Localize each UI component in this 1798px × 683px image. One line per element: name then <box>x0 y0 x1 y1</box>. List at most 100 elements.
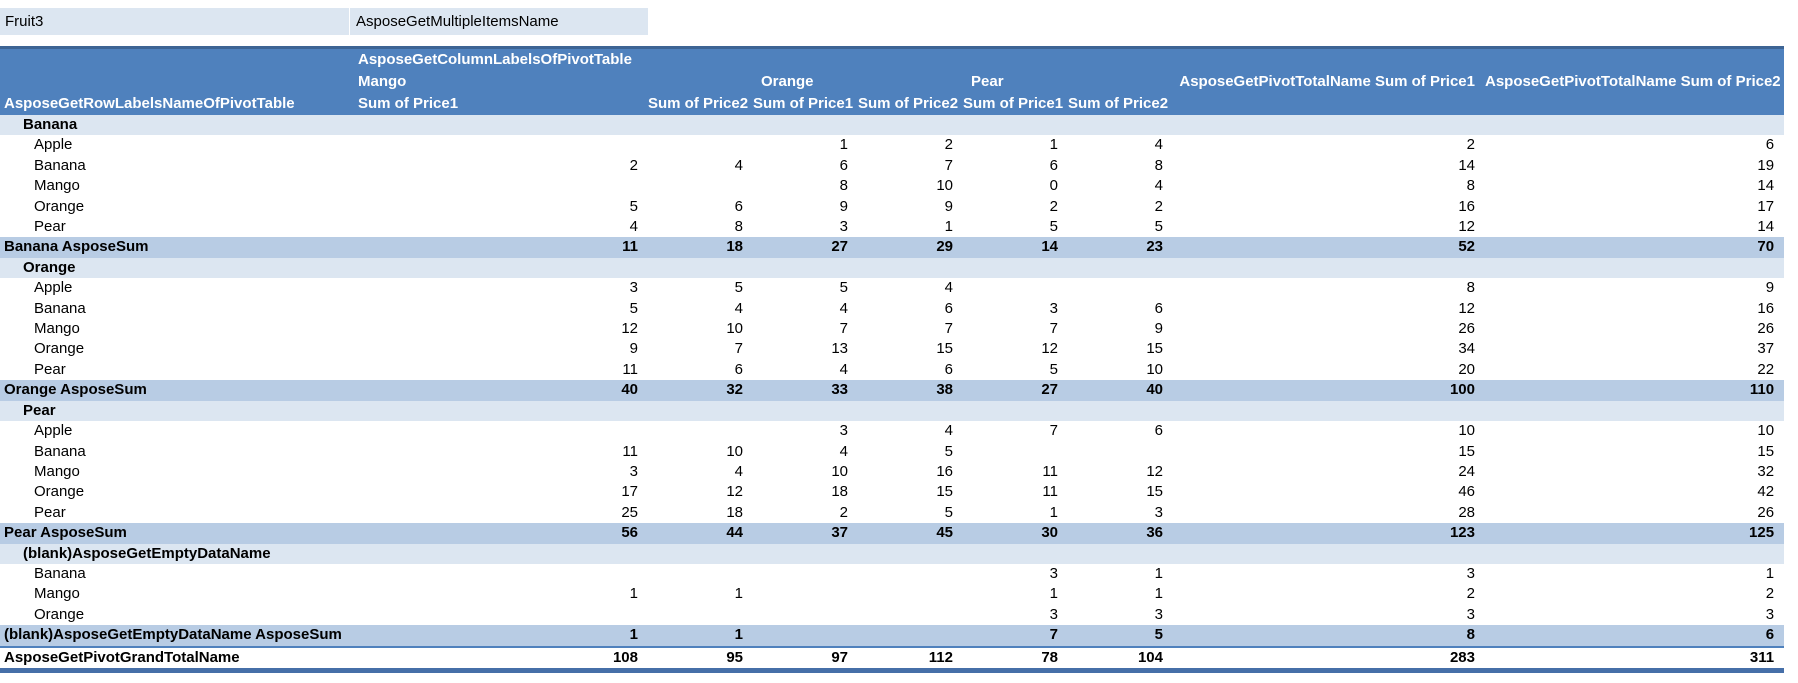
row-label[interactable]: Pear <box>0 400 350 422</box>
row-label[interactable]: Banana <box>0 115 350 136</box>
value-cell[interactable] <box>648 115 753 136</box>
row-label[interactable]: Pear <box>34 503 66 521</box>
row-label[interactable]: Mango <box>34 585 80 603</box>
value-cell[interactable]: 26 <box>1757 503 1775 521</box>
value-cell[interactable]: 4 <box>734 462 743 480</box>
value-cell[interactable]: 104 <box>1068 645 1173 673</box>
value-cell[interactable]: 17 <box>621 483 638 501</box>
value-cell[interactable]: 4 <box>839 442 848 460</box>
value-cell[interactable]: 32 <box>648 380 753 401</box>
value-cell[interactable]: 9 <box>629 340 638 358</box>
value-cell[interactable]: 3 <box>1154 503 1163 521</box>
value-cell[interactable]: 3 <box>1049 564 1058 582</box>
value-cell[interactable] <box>858 400 963 422</box>
value-cell[interactable] <box>350 605 648 625</box>
value-cell[interactable]: 6 <box>1154 422 1163 440</box>
row-labels-title[interactable]: AsposeGetRowLabelsNameOfPivotTable <box>0 93 350 115</box>
value-cell[interactable]: 42 <box>1757 483 1775 501</box>
value-cell[interactable]: 14 <box>1757 218 1775 236</box>
value-cell[interactable]: 3 <box>839 422 848 440</box>
value-cell[interactable] <box>753 257 858 279</box>
value-cell[interactable]: 3 <box>629 279 638 297</box>
value-cell[interactable] <box>858 625 963 647</box>
column-labels-title[interactable]: AsposeGetColumnLabelsOfPivotTable <box>350 49 1785 71</box>
value-cell[interactable]: 8 <box>734 218 743 236</box>
value-cell[interactable]: 4 <box>839 299 848 317</box>
value-cell[interactable] <box>1068 442 1173 462</box>
value-cell[interactable]: 283 <box>1173 645 1485 673</box>
value-cell[interactable]: 12 <box>621 320 638 338</box>
value-cell[interactable]: 108 <box>350 645 648 673</box>
value-cell[interactable]: 1 <box>734 585 743 603</box>
value-cell[interactable]: 3 <box>839 218 848 236</box>
value-cell[interactable]: 78 <box>963 645 1068 673</box>
column-group-mango[interactable]: Mango <box>350 71 648 93</box>
value-cell[interactable] <box>1173 400 1485 422</box>
value-cell[interactable]: 1 <box>944 218 953 236</box>
value-cell[interactable] <box>1068 543 1173 564</box>
value-header-orange-price1[interactable]: Sum of Price1 <box>753 93 858 115</box>
value-header-mango-price1[interactable]: Sum of Price1 <box>350 93 648 115</box>
value-cell[interactable]: 32 <box>1757 462 1775 480</box>
value-cell[interactable]: 125 <box>1485 523 1785 544</box>
value-cell[interactable] <box>858 564 963 584</box>
row-label[interactable]: (blank)AsposeGetEmptyDataName <box>0 543 350 564</box>
value-cell[interactable]: 14 <box>963 237 1068 258</box>
value-cell[interactable]: 112 <box>858 645 963 673</box>
value-cell[interactable]: 12 <box>1146 462 1163 480</box>
value-cell[interactable]: 10 <box>936 177 953 195</box>
value-cell[interactable]: 123 <box>1173 523 1485 544</box>
value-cell[interactable]: 18 <box>831 483 848 501</box>
value-cell[interactable]: 1 <box>1049 503 1058 521</box>
value-cell[interactable]: 29 <box>858 237 963 258</box>
column-group-pear[interactable]: Pear <box>963 71 1068 93</box>
value-cell[interactable]: 7 <box>734 340 743 358</box>
value-cell[interactable] <box>753 400 858 422</box>
value-cell[interactable]: 1 <box>1765 564 1775 582</box>
value-cell[interactable]: 18 <box>648 237 753 258</box>
value-cell[interactable]: 7 <box>839 320 848 338</box>
value-cell[interactable]: 8 <box>839 177 848 195</box>
value-cell[interactable]: 95 <box>648 645 753 673</box>
value-cell[interactable]: 5 <box>629 197 638 215</box>
value-cell[interactable]: 24 <box>1458 462 1475 480</box>
value-cell[interactable]: 1 <box>629 585 638 603</box>
value-cell[interactable]: 19 <box>1757 156 1775 174</box>
value-cell[interactable]: 1 <box>1154 585 1163 603</box>
value-cell[interactable] <box>858 543 963 564</box>
row-label[interactable]: Orange <box>34 197 85 215</box>
row-label[interactable]: Apple <box>34 279 73 297</box>
value-cell[interactable]: 15 <box>1458 442 1475 460</box>
value-cell[interactable]: 37 <box>753 523 858 544</box>
value-cell[interactable]: 15 <box>1146 340 1163 358</box>
row-label[interactable]: Orange <box>34 340 85 358</box>
value-cell[interactable] <box>350 135 648 155</box>
value-cell[interactable]: 6 <box>1765 136 1775 154</box>
value-cell[interactable]: 6 <box>734 197 743 215</box>
value-cell[interactable]: 11 <box>622 442 638 460</box>
filter-field-cell[interactable]: Fruit3 <box>0 8 349 35</box>
value-cell[interactable]: 26 <box>1458 320 1475 338</box>
value-cell[interactable]: 34 <box>1458 340 1475 358</box>
row-label[interactable]: Orange <box>0 257 350 279</box>
value-cell[interactable]: 5 <box>1154 218 1163 236</box>
value-cell[interactable]: 30 <box>963 523 1068 544</box>
value-cell[interactable]: 1 <box>1049 136 1058 154</box>
value-cell[interactable] <box>1173 543 1485 564</box>
row-label[interactable]: Apple <box>34 136 73 154</box>
value-cell[interactable]: 16 <box>1458 197 1475 215</box>
value-cell[interactable]: 17 <box>1757 197 1775 215</box>
value-cell[interactable]: 6 <box>734 360 743 378</box>
value-cell[interactable]: 4 <box>1154 136 1163 154</box>
row-label[interactable]: Orange AsposeSum <box>0 380 350 401</box>
value-cell[interactable]: 27 <box>753 237 858 258</box>
value-cell[interactable]: 3 <box>1049 605 1058 623</box>
value-cell[interactable] <box>1068 400 1173 422</box>
value-cell[interactable]: 18 <box>726 503 743 521</box>
value-cell[interactable] <box>1068 115 1173 136</box>
value-cell[interactable]: 23 <box>1068 237 1173 258</box>
value-cell[interactable]: 97 <box>753 645 858 673</box>
grand-total-header-price2[interactable]: AsposeGetPivotTotalName Sum of Price2 <box>1485 71 1785 93</box>
value-cell[interactable]: 10 <box>831 462 848 480</box>
value-cell[interactable]: 8 <box>1466 279 1475 297</box>
